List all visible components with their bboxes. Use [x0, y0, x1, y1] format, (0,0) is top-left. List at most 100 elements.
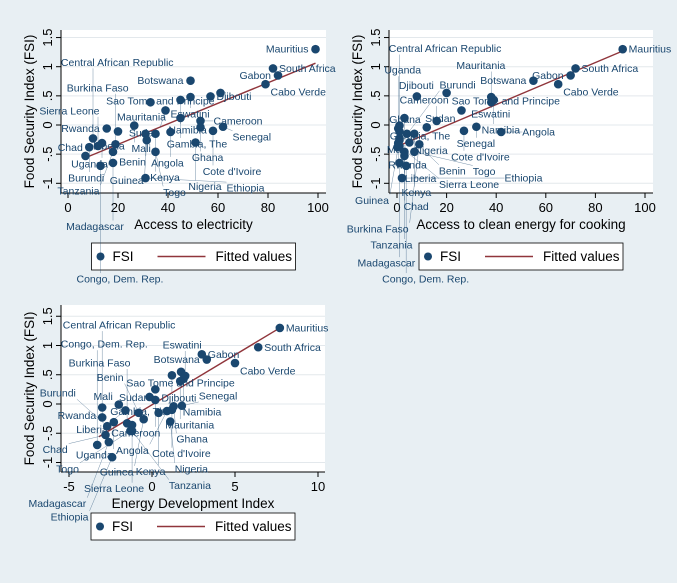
data-point [395, 158, 404, 168]
data-point [553, 79, 563, 89]
data-point [496, 127, 506, 137]
point-label: Madagascar [28, 498, 86, 510]
data-point [529, 76, 538, 85]
point-label: Cabo Verde [563, 87, 619, 99]
data-point [618, 44, 627, 54]
scatter-panel-edi: -1 -.5 0 .5 1 1.5 -5 0 5 10 Energy Development Ind… [22, 305, 328, 541]
point-label: Madagascar [66, 221, 124, 233]
legend: FSI Fitted values [90, 512, 296, 541]
data-point [311, 44, 320, 54]
scatter-panel-elec: -1 -.5 0 .5 1 1.5 0 20 40 60 80 100 Access to electr… [22, 29, 336, 286]
data-point [113, 127, 123, 136]
x-tick-label: 60 [211, 200, 225, 215]
x-tick-label: 80 [588, 200, 602, 215]
data-point [395, 127, 404, 136]
x-axis-title: Access to clean energy for cooking [416, 217, 625, 232]
data-point [92, 440, 102, 450]
point-label: Chad [43, 444, 68, 456]
label-leader-line [406, 133, 440, 165]
point-label: Sudan [425, 113, 456, 125]
fitted-line [98, 327, 281, 438]
point-label: Sierra Leone [439, 179, 499, 191]
fitted-line [396, 50, 623, 148]
point-label: Djibouti [399, 80, 434, 92]
label-leader-line [68, 434, 106, 444]
point-label: Sao Tome and Principe [126, 377, 235, 389]
label-leader-line [79, 430, 131, 464]
y-tick-label: -1 [40, 178, 55, 190]
data-point [412, 92, 422, 101]
data-point [230, 358, 240, 368]
x-tick-label: 20 [439, 200, 453, 215]
point-label: Burundi [40, 388, 76, 400]
x-tick-label: 60 [539, 200, 553, 215]
point-label: Eswatini [170, 109, 209, 121]
data-point [275, 323, 285, 333]
point-label: Nigeria [188, 181, 221, 193]
data-point [139, 414, 148, 424]
point-label: Sao Tome and Principe [452, 95, 561, 107]
data-point [154, 408, 163, 418]
point-label: Senegal [457, 138, 496, 150]
point-label: Botswana [137, 75, 183, 87]
point-label: Sao Tome and Principe [106, 95, 215, 107]
data-point [401, 161, 411, 171]
legend-label-fsi: FSI [440, 249, 461, 264]
data-point [146, 97, 155, 107]
point-label: Mali [387, 144, 406, 156]
point-label: Cameroon [111, 427, 160, 439]
data-point [397, 173, 407, 183]
label-leader-line [131, 430, 170, 480]
point-label: Tanzania [57, 186, 99, 198]
y-tick-label: 0 [40, 400, 55, 407]
point-label: Guinea [355, 195, 389, 207]
point-label: Mauritius [266, 44, 309, 56]
data-point [176, 113, 185, 123]
data-point [196, 123, 205, 132]
point-label: Angola [151, 157, 184, 169]
plot-area [61, 305, 325, 472]
y-tick-label: 1.5 [368, 29, 383, 47]
y-axis-title: Food Security Index (FSI) [22, 312, 37, 466]
point-label: Uganda [384, 65, 421, 77]
point-label: Kenya [150, 172, 180, 184]
legend-marker [96, 522, 104, 531]
data-point [405, 138, 414, 147]
point-label: Angola [116, 445, 149, 457]
label-leader-line [170, 421, 175, 463]
point-label: South Africa [279, 63, 336, 75]
x-tick-label: 0 [148, 479, 155, 494]
point-label: Botswana [480, 75, 526, 87]
point-label: Togo [163, 187, 186, 199]
x-axis-title: Energy Development Index [112, 496, 275, 511]
point-label: Mauritania [117, 111, 166, 123]
data-point [175, 376, 185, 386]
point-label: Chad [404, 201, 429, 213]
point-label: Sierra Leone [84, 483, 144, 495]
legend-label-fsi: FSI [113, 249, 134, 264]
point-label: Cameroon [213, 115, 262, 127]
point-label: Namibia [183, 406, 222, 418]
data-point [142, 135, 152, 145]
x-tick-label: 80 [261, 200, 275, 215]
point-label: Cabo Verde [240, 366, 296, 378]
point-label: Kenya [401, 187, 431, 199]
x-tick-label: 5 [231, 479, 238, 494]
point-label: Gabon [532, 70, 564, 82]
point-label: Guinea [110, 175, 144, 187]
data-point [108, 147, 118, 157]
point-label: Gabon [239, 70, 271, 82]
y-axis-title: Food Security Index (FSI) [22, 35, 37, 189]
data-point [196, 116, 205, 126]
y-tick-label: -.5 [40, 147, 55, 162]
data-point [141, 129, 150, 139]
data-point [96, 161, 105, 171]
data-point [166, 127, 175, 137]
point-label: Cote d'Ivoire [451, 151, 510, 163]
data-point [97, 413, 107, 422]
y-tick-label: 1.5 [40, 307, 55, 325]
data-point [422, 123, 432, 132]
point-label: Burkina Faso [347, 223, 409, 235]
point-label: Ghana [389, 114, 421, 126]
data-point [151, 129, 160, 139]
